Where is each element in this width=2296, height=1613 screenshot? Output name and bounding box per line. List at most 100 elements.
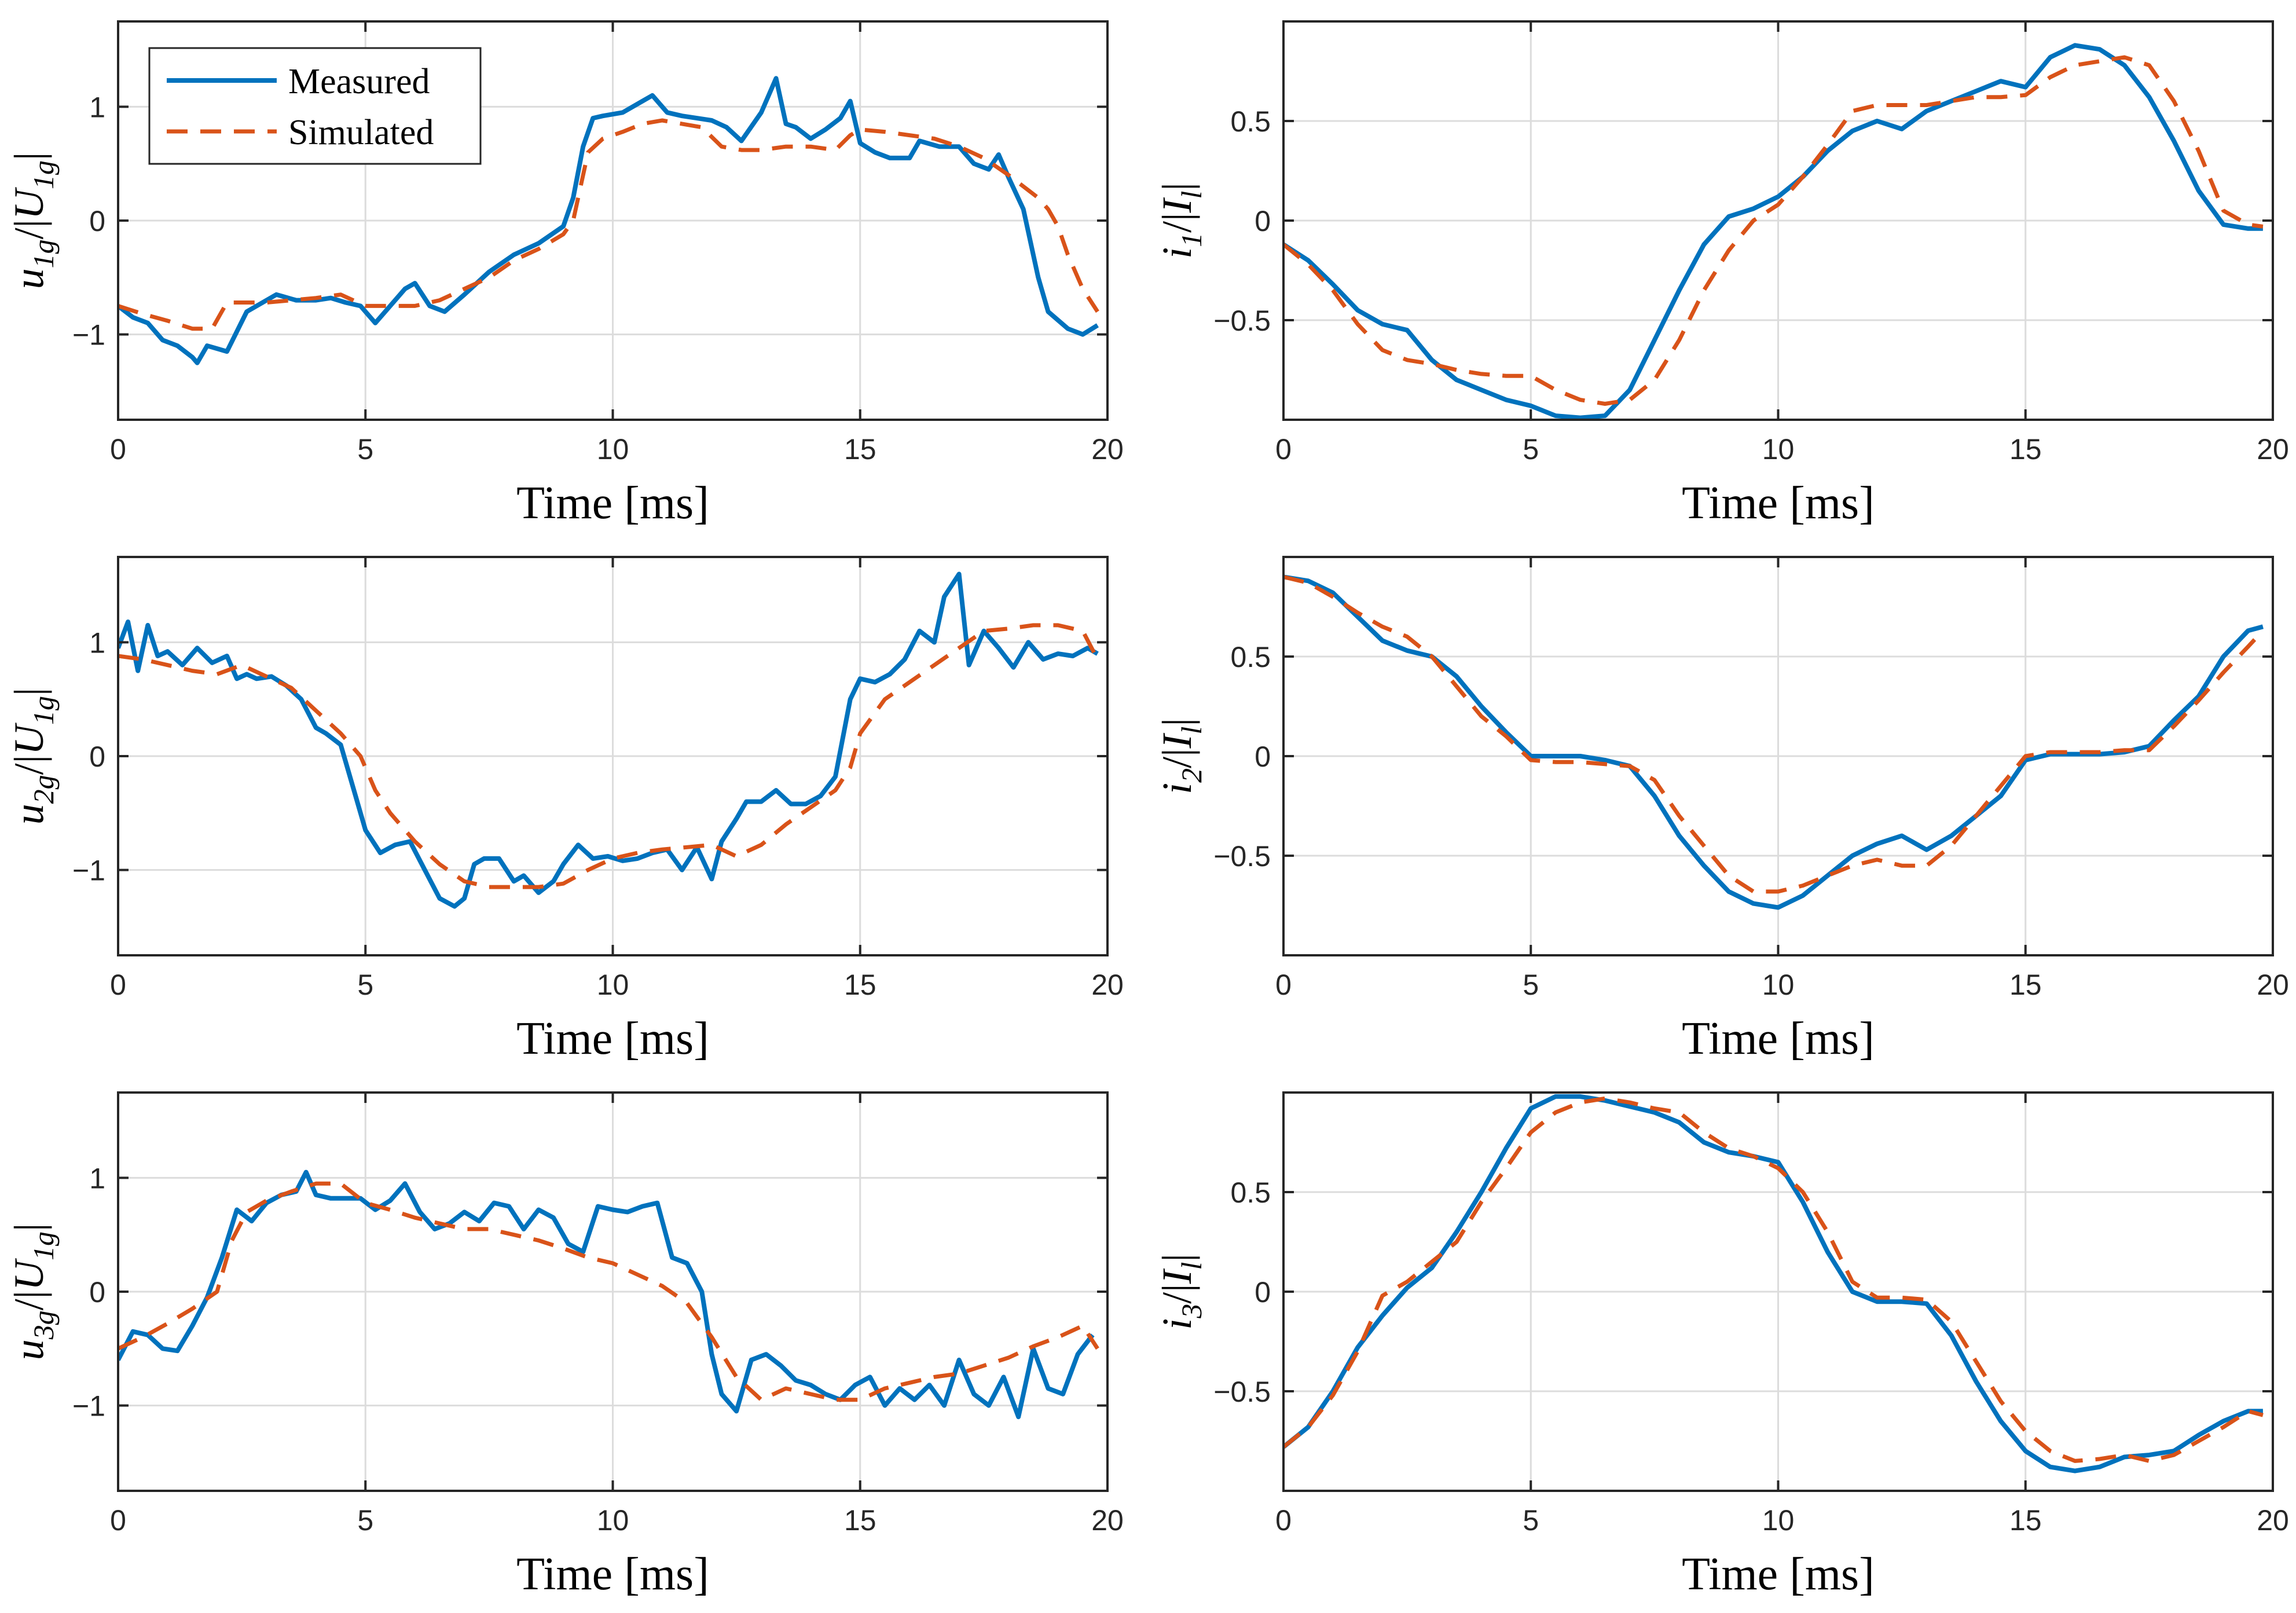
series-group [118,571,1100,909]
y-label-denominator-subscript: l [1175,1262,1208,1270]
x-axis-label: Time [ms] [516,478,709,529]
x-tick-label: 10 [597,433,629,465]
y-tick-label: 0 [1255,1276,1271,1308]
y-tick-label: 1 [89,1162,105,1194]
y-tick-label: 0 [89,740,105,773]
chart-panel-2: 0 5 10 15 20 −0.5 0 0.5 Time [ms] i1/|Il| [1154,20,2289,529]
y-label-denominator-subscript: 1g [27,160,60,189]
y-label-denominator: U [6,187,52,219]
x-tick-label: 10 [597,1504,629,1537]
y-label-denominator-subscript: l [1175,191,1208,199]
y-label-numerator: i [1154,783,1200,794]
y-tick-label: −0.5 [1213,840,1271,873]
series-line-simulated [118,623,1100,889]
x-tick-label: 10 [1762,969,1795,1001]
x-tick-label: 0 [110,1504,126,1537]
x-tick-label: 10 [1762,1504,1795,1537]
x-tick-label: 15 [844,969,876,1001]
legend-box [148,47,482,165]
x-tick-label: 0 [1275,433,1292,465]
y-label-slash: /| [1154,1284,1200,1303]
x-tick-label: 5 [357,433,373,465]
y-axis-label-2: i1/|Il| [1154,182,1208,259]
y-label-slash: /| [6,219,52,239]
legend: Measured Simulated [148,47,482,165]
y-label-bar: | [1154,182,1200,190]
series-line-measured [1283,1094,2263,1473]
x-tick-label: 5 [357,1504,373,1537]
chart-panel-6: 0 5 10 15 20 −0.5 0 0.5 Time [ms] i3/|Il| [1154,1091,2289,1600]
x-tick-label: 20 [2257,1504,2289,1537]
series-group [118,1170,1099,1420]
x-tick-label: 15 [844,1504,876,1537]
y-tick-label: −1 [72,1390,105,1423]
x-tick-label: 5 [1523,969,1539,1001]
y-label-slash: /| [6,755,52,775]
y-label-slash: /| [6,1291,52,1310]
chart-panel-3: 0 5 10 15 20 −1 0 1 Time [ms] u2g/|U1g| [6,556,1124,1064]
series-group [1283,1094,2264,1473]
y-label-bar: | [1154,718,1200,726]
y-tick-label: 0.5 [1230,105,1271,138]
series-group [1283,43,2264,420]
y-label-slash: /| [1154,212,1200,232]
x-tick-label: 0 [110,969,126,1001]
y-axis-label-4: i2/|Il| [1154,718,1208,794]
x-tick-label: 20 [1091,969,1124,1001]
x-tick-label: 10 [1762,433,1795,465]
series-line-simulated [1283,55,2264,406]
series-line-simulated [1283,574,2265,894]
y-label-numerator-subscript: 3 [1175,1304,1208,1319]
y-label-bar: | [6,1223,52,1231]
y-tick-label: −1 [72,855,105,887]
y-label-denominator-subscript: 1g [27,1231,60,1260]
chart-panel-4: 0 5 10 15 20 −0.5 0 0.5 Time [ms] i2/|Il| [1154,556,2289,1064]
x-tick-label: 15 [2009,969,2042,1001]
legend-label-simulated: Simulated [288,113,434,152]
y-label-numerator-subscript: 2 [1175,768,1208,783]
y-tick-label: 0 [1255,205,1271,237]
y-label-numerator: i [1154,1318,1200,1330]
y-label-denominator: U [6,723,52,755]
y-tick-label: 0 [89,205,105,237]
y-label-denominator: I [1154,197,1200,213]
chart-panel-5: 0 5 10 15 20 −1 0 1 Time [ms] u3g/|U1g| [6,1091,1124,1600]
y-label-denominator: I [1154,732,1200,749]
x-tick-label: 5 [1523,433,1539,465]
y-tick-label: 1 [89,626,105,659]
y-tick-label: 1 [89,91,105,123]
y-tick-label: −0.5 [1213,1376,1271,1408]
x-axis-label: Time [ms] [516,1549,709,1600]
series-line-measured [118,571,1099,909]
x-axis-label: Time [ms] [1682,478,1875,529]
y-label-denominator-subscript: 1g [27,696,60,725]
y-label-slash: /| [1154,748,1200,768]
series-line-simulated [118,1181,1099,1402]
y-axis-label-3: u2g/|U1g| [6,688,60,825]
series-line-measured [1283,43,2263,420]
y-label-denominator: I [1154,1268,1200,1284]
y-axis-label-1: u1g/|U1g| [6,152,60,289]
series-line-measured [118,76,1099,365]
x-tick-label: 5 [357,969,373,1001]
y-label-numerator-subscript: 1g [27,239,60,268]
series-line-measured [1283,574,2264,910]
x-axis-label: Time [ms] [516,1013,709,1064]
y-label-denominator-subscript: l [1175,727,1208,735]
series-group [118,76,1099,365]
y-tick-label: 0 [1255,740,1271,773]
y-label-bar: | [6,152,52,160]
y-axis-label-6: i3/|Il| [1154,1253,1208,1330]
y-label-numerator: u [6,1339,52,1360]
x-tick-label: 20 [1091,1504,1124,1537]
y-label-bar: | [6,688,52,696]
y-label-numerator-subscript: 1 [1175,233,1208,247]
x-tick-label: 15 [2009,433,2042,465]
x-tick-label: 15 [2009,1504,2042,1537]
y-tick-label: 0 [89,1276,105,1308]
y-tick-label: −1 [72,319,105,351]
x-tick-label: 0 [1275,969,1292,1001]
y-label-numerator-subscript: 2g [27,775,60,804]
